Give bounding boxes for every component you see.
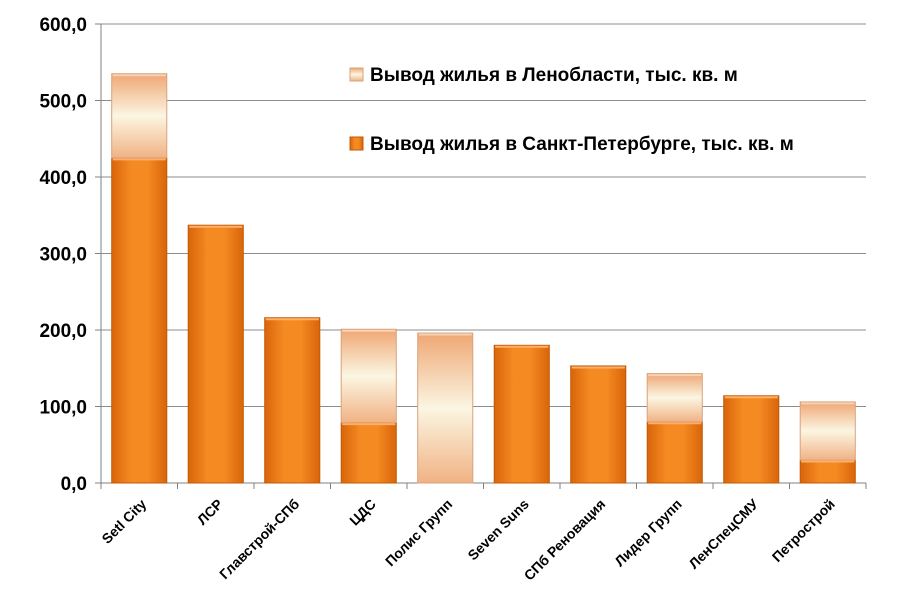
bar-segment-spb (723, 395, 780, 484)
bars (111, 73, 856, 484)
legend-swatch-spb (349, 136, 364, 151)
x-category-label: Полис Групп (382, 496, 455, 569)
x-category-label: ЦДС (346, 496, 379, 529)
bar-segment-spb (646, 421, 703, 484)
y-tick-label: 400,0 (39, 168, 87, 189)
bar-segment-spb (187, 224, 244, 484)
y-tick-label: 0,0 (61, 474, 87, 495)
y-tick-label: 100,0 (39, 398, 87, 419)
bar-segment-lenoblast (111, 73, 168, 159)
bar-segment-spb (493, 344, 550, 484)
x-category-label: СПб Реновация (521, 496, 609, 584)
y-tick-label: 500,0 (39, 92, 87, 113)
x-category-label: ЛСР (194, 496, 226, 528)
y-tick-label: 300,0 (39, 245, 87, 266)
legend-label-spb: Вывод жилья в Санкт-Петербурге, тыс. кв.… (370, 134, 794, 155)
x-category-label: Setl City (98, 496, 149, 547)
bar-segment-spb (111, 157, 168, 484)
bar-segment-spb (799, 459, 856, 484)
legend: Вывод жилья в Ленобласти, тыс. кв. м Выво… (349, 65, 794, 155)
x-category-label: Seven Suns (464, 496, 532, 564)
bar-segment-spb (264, 317, 321, 484)
x-category-label: ЛенСпецСМУ (685, 496, 761, 572)
y-axis-ticks: 0,0 100,0 200,0 300,0 400,0 500,0 600,0 (39, 15, 87, 495)
x-category-label: Главстрой-СПб (216, 496, 303, 583)
bar-segment-lenoblast (417, 332, 474, 484)
legend-swatch-lenoblast (349, 67, 364, 82)
y-tick-label: 200,0 (39, 321, 87, 342)
y-tick-label: 600,0 (39, 15, 87, 36)
x-category-label: Петрострой (769, 496, 838, 565)
bar-segment-lenoblast (799, 401, 856, 461)
bar-segment-lenoblast (646, 373, 703, 423)
x-category-label: Лидер Групп (611, 496, 685, 570)
bar-segment-lenoblast (340, 328, 397, 424)
bar-segment-spb (570, 365, 627, 484)
legend-label-lenoblast: Вывод жилья в Ленобласти, тыс. кв. м (370, 65, 738, 86)
bar-segment-spb (340, 422, 397, 484)
